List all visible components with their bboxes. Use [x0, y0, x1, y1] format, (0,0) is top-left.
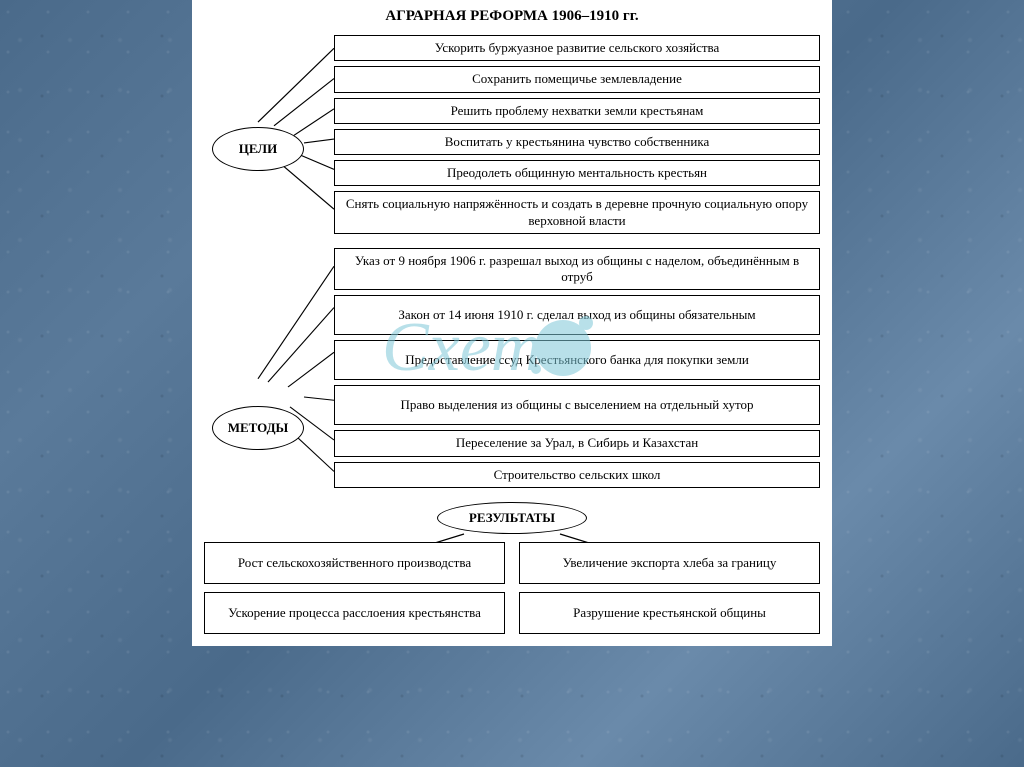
result-item: Рост сельскохозяйственного производства [204, 542, 505, 584]
result-item: Увеличение экспорта хлеба за границу [519, 542, 820, 584]
method-item: Право выделения из общины с выселением н… [334, 385, 820, 425]
goals-label: ЦЕЛИ [239, 141, 277, 157]
methods-section: МЕТОДЫ Указ от 9 ноября 1906 г. разрешал… [204, 248, 820, 488]
goal-item: Решить проблему нехватки земли крестьяна… [334, 98, 820, 124]
goal-item: Ускорить буржуазное развитие сельского х… [334, 35, 820, 61]
methods-label: МЕТОДЫ [228, 420, 289, 436]
method-item: Предоставление ссуд Крестьянского банка … [334, 340, 820, 380]
goal-item: Сохранить помещичье землевладение [334, 66, 820, 92]
methods-connectors [204, 248, 334, 488]
diagram-title: АГРАРНАЯ РЕФОРМА 1906–1910 гг. [204, 8, 820, 25]
diagram-sheet: АГРАРНАЯ РЕФОРМА 1906–1910 гг. ЦЕЛИ Уско… [192, 0, 832, 646]
results-label-ellipse: РЕЗУЛЬТАТЫ [437, 502, 587, 534]
method-item: Закон от 14 июня 1910 г. сделал выход из… [334, 295, 820, 335]
methods-label-ellipse: МЕТОДЫ [212, 406, 304, 450]
goal-item: Преодолеть общинную ментальность крестья… [334, 160, 820, 186]
goal-item: Воспитать у крестьянина чувство собствен… [334, 129, 820, 155]
results-label: РЕЗУЛЬТАТЫ [469, 510, 555, 526]
method-item: Указ от 9 ноября 1906 г. разрешал выход … [334, 248, 820, 291]
result-item: Разрушение крестьянской общины [519, 592, 820, 634]
result-item: Ускорение процесса расслоения крестьянст… [204, 592, 505, 634]
method-item: Переселение за Урал, в Сибирь и Казахста… [334, 430, 820, 456]
method-item: Строительство сельских школ [334, 462, 820, 488]
goals-label-ellipse: ЦЕЛИ [212, 127, 304, 171]
goal-item: Снять социальную напряжённость и создать… [334, 191, 820, 234]
goals-section: ЦЕЛИ Ускорить буржуазное развитие сельск… [204, 35, 820, 234]
methods-items: Указ от 9 ноября 1906 г. разрешал выход … [334, 248, 820, 488]
results-grid: Рост сельскохозяйственного производства … [204, 542, 820, 634]
goals-items: Ускорить буржуазное развитие сельского х… [334, 35, 820, 234]
results-section: РЕЗУЛЬТАТЫ Рост сельскохозяйственного пр… [204, 502, 820, 634]
